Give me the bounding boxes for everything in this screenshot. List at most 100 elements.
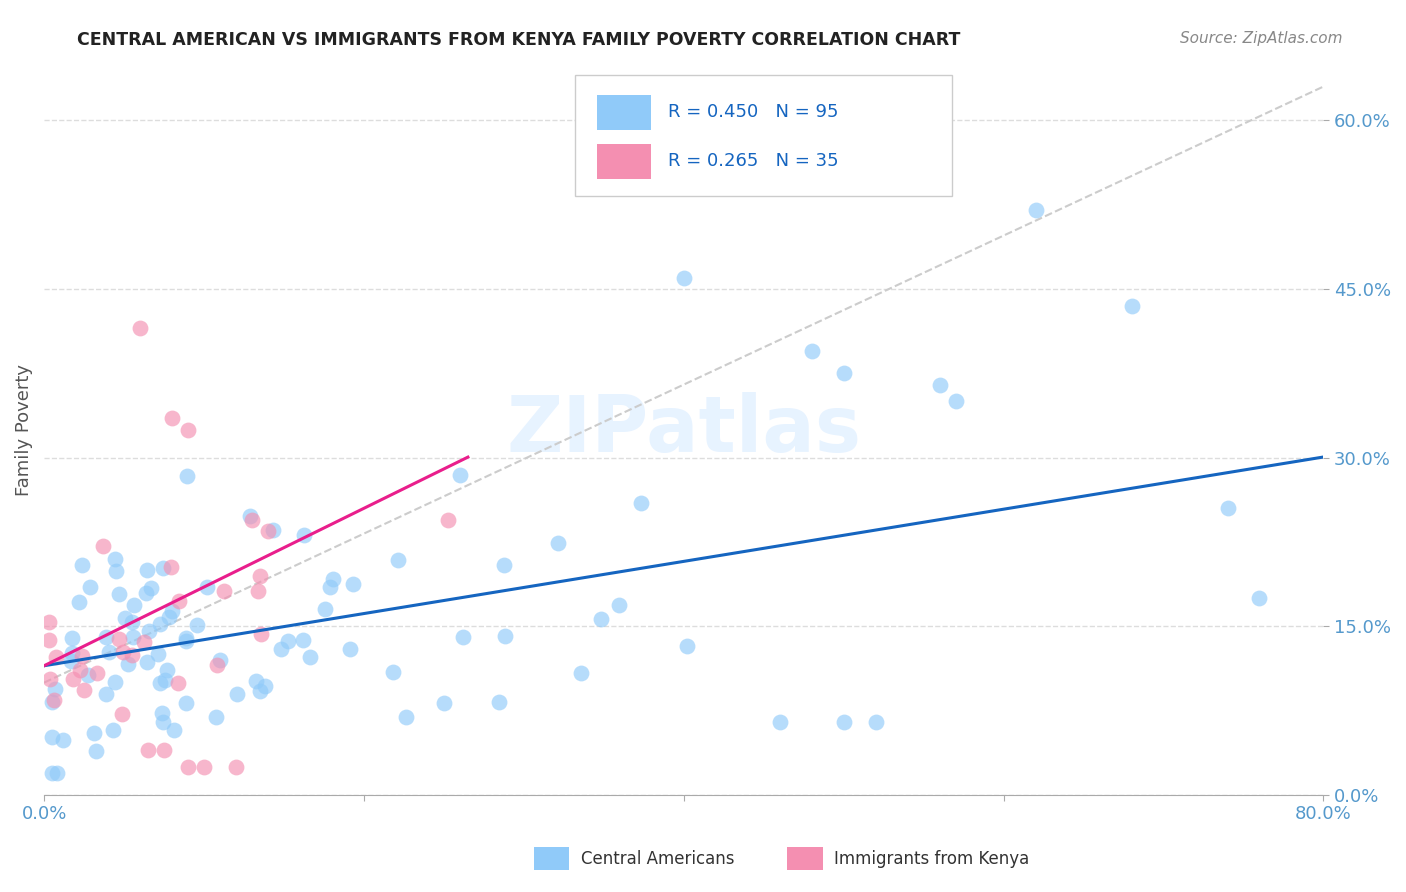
Point: [226, 687, 249, 701]
Point: [672, 270, 695, 285]
Text: Source: ZipAtlas.com: Source: ZipAtlas.com: [1180, 31, 1343, 46]
Point: [157, 609, 180, 624]
Point: [62, 673, 84, 687]
Point: [160, 605, 183, 619]
Point: [609, 599, 631, 613]
Point: [1249, 591, 1271, 606]
Point: [121, 615, 143, 629]
Point: [433, 696, 456, 710]
Text: R = 0.450   N = 95: R = 0.450 N = 95: [668, 103, 839, 121]
Point: [249, 626, 271, 640]
Point: [176, 634, 198, 648]
Text: R = 0.265   N = 35: R = 0.265 N = 35: [668, 153, 839, 170]
Point: [52, 733, 75, 747]
Point: [136, 655, 159, 669]
Point: [46, 765, 69, 780]
Point: [299, 649, 322, 664]
Point: [174, 631, 197, 645]
Point: [101, 723, 124, 737]
Point: [314, 601, 336, 615]
Point: [72, 558, 94, 573]
Point: [153, 673, 176, 687]
Text: Central Americans: Central Americans: [581, 849, 734, 868]
Text: ZIPatlas: ZIPatlas: [506, 392, 862, 467]
Point: [382, 665, 405, 680]
Point: [494, 629, 516, 643]
Point: [86, 666, 108, 681]
Text: CENTRAL AMERICAN VS IMMIGRANTS FROM KENYA FAMILY POVERTY CORRELATION CHART: CENTRAL AMERICAN VS IMMIGRANTS FROM KENY…: [77, 31, 960, 49]
Point: [108, 632, 131, 646]
Point: [135, 585, 157, 599]
Point: [569, 666, 592, 681]
Point: [547, 536, 569, 550]
Point: [162, 723, 184, 738]
Point: [212, 584, 235, 599]
Point: [77, 668, 100, 682]
Point: [122, 598, 145, 612]
Point: [494, 558, 516, 572]
Point: [44, 681, 66, 696]
Point: [45, 650, 67, 665]
Point: [38, 672, 60, 686]
Point: [319, 580, 342, 594]
Point: [132, 635, 155, 649]
Point: [246, 584, 269, 599]
Point: [676, 640, 699, 654]
Point: [342, 576, 364, 591]
Point: [193, 760, 215, 774]
Point: [136, 563, 159, 577]
Point: [239, 508, 262, 523]
Point: [174, 696, 197, 710]
Point: [167, 593, 190, 607]
Point: [91, 539, 114, 553]
Point: [44, 693, 66, 707]
Point: [322, 572, 344, 586]
Point: [186, 618, 208, 632]
Point: [253, 679, 276, 693]
Point: [1216, 501, 1239, 516]
Point: [832, 367, 855, 381]
Point: [104, 674, 127, 689]
Bar: [596, 144, 651, 178]
Point: [148, 647, 170, 661]
Point: [832, 714, 855, 729]
Point: [60, 654, 83, 668]
Point: [225, 760, 247, 774]
Point: [67, 594, 90, 608]
Y-axis label: Family Poverty: Family Poverty: [15, 364, 32, 496]
Point: [176, 468, 198, 483]
Point: [245, 673, 267, 688]
Point: [449, 467, 471, 482]
Point: [339, 641, 361, 656]
Point: [138, 624, 160, 638]
Point: [769, 714, 792, 729]
Point: [117, 657, 139, 671]
Point: [122, 630, 145, 644]
Point: [205, 710, 228, 724]
Point: [41, 731, 63, 745]
Point: [129, 321, 152, 335]
Point: [152, 560, 174, 574]
Point: [177, 423, 200, 437]
Point: [195, 580, 218, 594]
Point: [240, 512, 263, 526]
Point: [159, 559, 181, 574]
Point: [395, 709, 418, 723]
Point: [60, 646, 83, 660]
Point: [79, 580, 101, 594]
Point: [1121, 299, 1143, 313]
FancyBboxPatch shape: [575, 75, 952, 195]
Point: [69, 663, 91, 677]
Point: [800, 343, 823, 358]
Point: [928, 377, 950, 392]
Point: [209, 653, 232, 667]
Point: [488, 695, 510, 709]
Point: [41, 765, 63, 780]
Point: [249, 684, 271, 698]
Point: [451, 630, 474, 644]
Point: [72, 682, 94, 697]
Text: Immigrants from Kenya: Immigrants from Kenya: [834, 849, 1029, 868]
Point: [70, 649, 93, 664]
Point: [108, 586, 131, 600]
Point: [148, 617, 170, 632]
